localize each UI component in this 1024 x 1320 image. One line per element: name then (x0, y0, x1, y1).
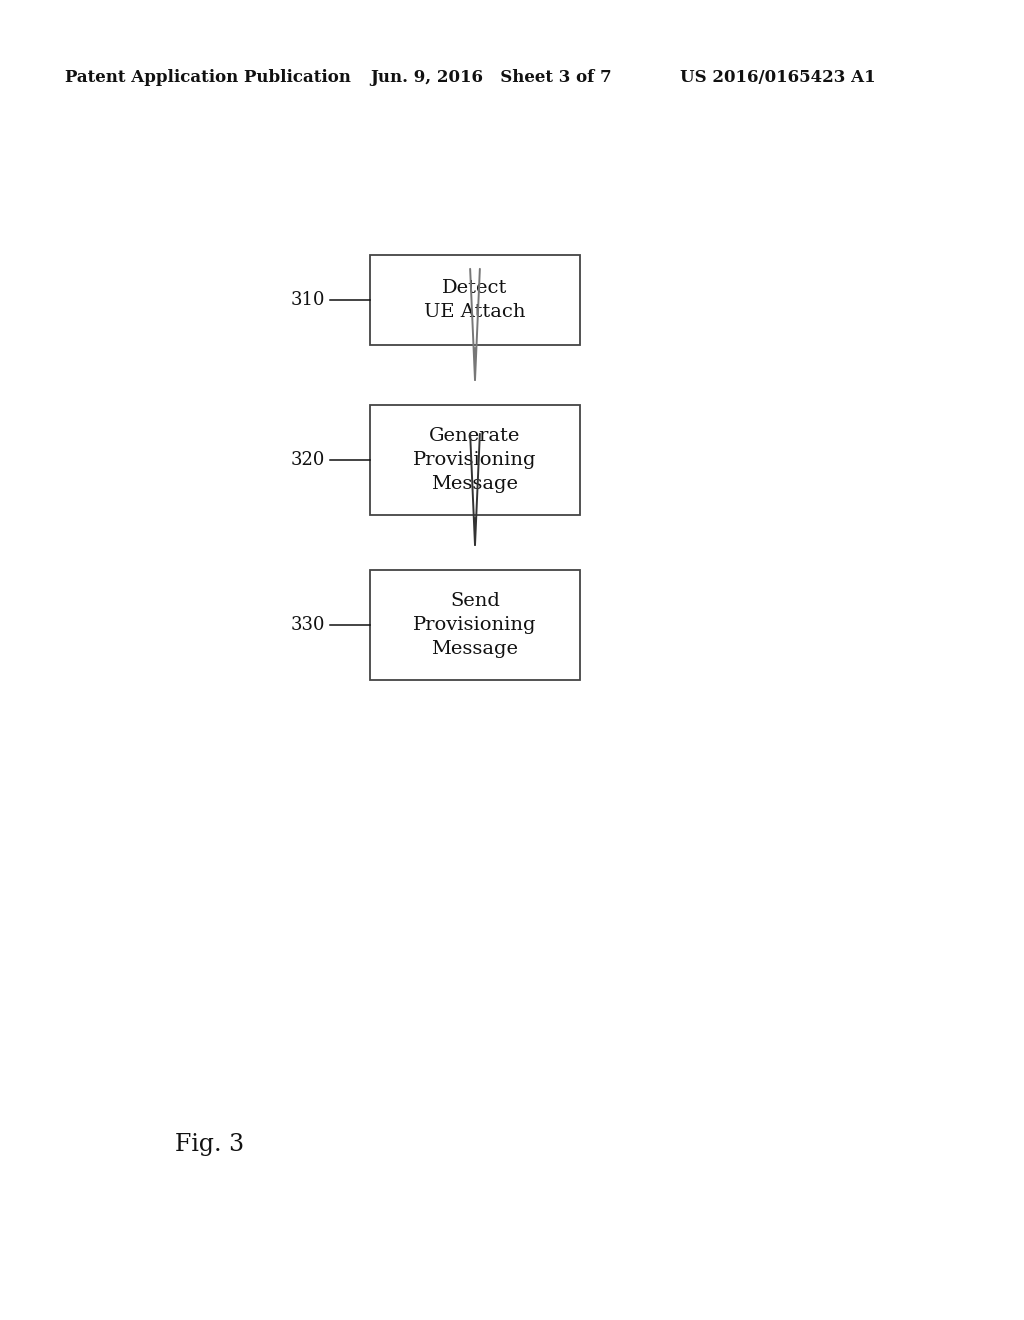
Text: US 2016/0165423 A1: US 2016/0165423 A1 (680, 70, 876, 87)
Text: Send
Provisioning
Message: Send Provisioning Message (414, 593, 537, 657)
Bar (370, 405, 580, 515)
Text: Detect
UE Attach: Detect UE Attach (424, 280, 525, 321)
Bar (370, 255, 580, 345)
Text: Patent Application Publication: Patent Application Publication (65, 70, 351, 87)
Bar (370, 570, 580, 680)
Text: Fig. 3: Fig. 3 (175, 1134, 244, 1156)
Text: 310: 310 (291, 290, 325, 309)
Text: Generate
Provisioning
Message: Generate Provisioning Message (414, 428, 537, 492)
Text: Jun. 9, 2016   Sheet 3 of 7: Jun. 9, 2016 Sheet 3 of 7 (370, 70, 611, 87)
Text: 320: 320 (291, 451, 325, 469)
Text: 330: 330 (291, 616, 325, 634)
